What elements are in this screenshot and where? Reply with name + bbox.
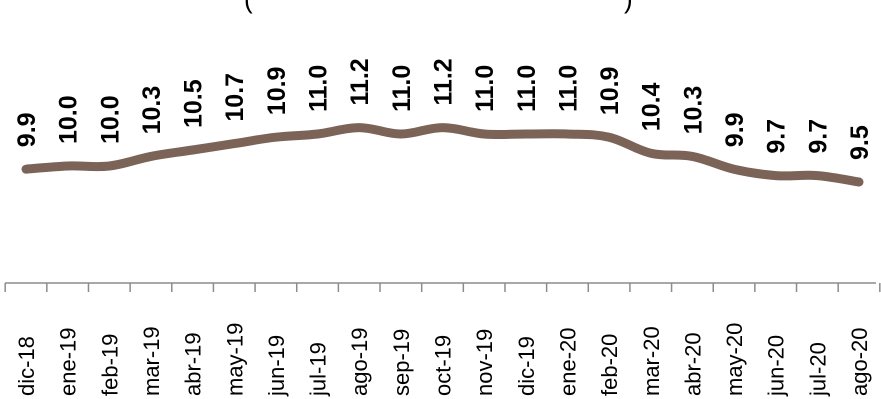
x-tick-label: ene-20 [555, 327, 580, 396]
x-tick-label: jun-20 [764, 335, 789, 397]
data-label: 9.7 [804, 119, 832, 154]
x-tick-label: ene-19 [56, 327, 81, 396]
series-line [21, 123, 864, 187]
data-label: 10.7 [221, 73, 249, 122]
chart-marks: 9.9 10.0 10.0 10.3 10.5 10.7 10.9 11.0 11.2 11.0 1… [4, 58, 881, 397]
data-label: 11.2 [430, 58, 458, 105]
data-label: 11.0 [471, 65, 499, 112]
data-label: 10.0 [55, 95, 83, 144]
chart-title-fragment-right: ) [624, 0, 633, 14]
data-label: 11.0 [305, 65, 333, 112]
x-tick-label: ago-19 [347, 327, 372, 396]
data-label: 10.5 [180, 79, 208, 128]
data-label: 10.9 [596, 67, 624, 116]
x-tick-label: jul-20 [805, 342, 830, 397]
data-label: 11.0 [513, 65, 541, 112]
x-tick-label: mar-20 [639, 326, 664, 396]
x-tick-label: oct-19 [431, 335, 456, 396]
data-label: 11.0 [388, 65, 416, 112]
data-label: 9.7 [763, 119, 791, 154]
x-tick-label: mar-19 [139, 326, 164, 396]
x-tick-label: dic-18 [14, 336, 39, 396]
data-label: 9.5 [846, 125, 874, 160]
x-tick-label: abr-20 [680, 332, 705, 396]
x-tick-label: may-19 [222, 323, 247, 396]
x-tick-label: ago-20 [847, 327, 872, 396]
data-label: 9.9 [721, 112, 749, 147]
data-label: 10.3 [679, 86, 707, 135]
x-tick-label: feb-19 [97, 334, 122, 396]
x-tick-label: abr-19 [181, 332, 206, 396]
x-tick-label: may-20 [722, 323, 747, 396]
x-tick-label: sep-19 [389, 329, 414, 396]
x-tick-label: feb-20 [597, 334, 622, 396]
data-label: 10.4 [638, 82, 666, 131]
data-label: 11.2 [346, 58, 374, 105]
data-label: 10.9 [263, 67, 291, 116]
data-label: 10.0 [96, 95, 124, 144]
data-label: 11.0 [554, 65, 582, 112]
chart-title-fragment-left: ( [244, 0, 253, 14]
data-label: 10.3 [138, 86, 166, 135]
x-tick-label: jul-19 [306, 342, 331, 397]
data-label: 9.9 [13, 112, 41, 147]
x-tick-label: nov-19 [472, 329, 497, 396]
x-tick-label: jun-19 [264, 335, 289, 397]
x-tick-label: dic-19 [514, 336, 539, 396]
